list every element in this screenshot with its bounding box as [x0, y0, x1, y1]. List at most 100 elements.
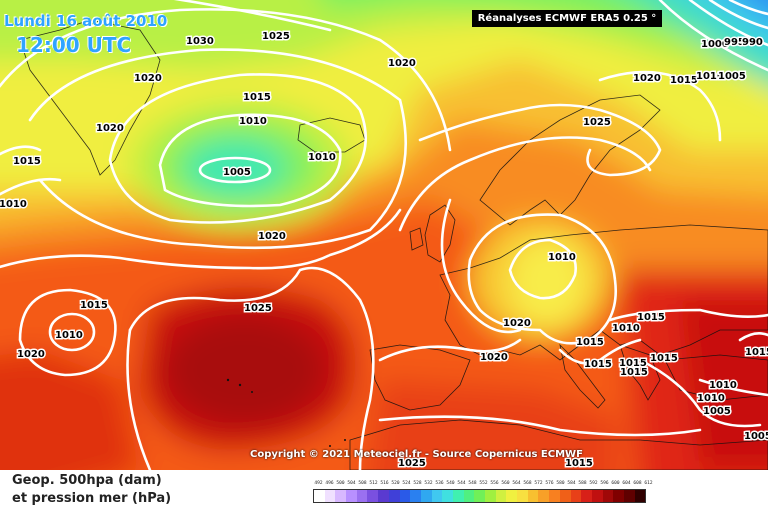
legend-scale-value: 508 — [358, 481, 367, 486]
isobar-1020-france — [440, 198, 522, 334]
iso-1025-norway: 1025 — [583, 117, 611, 128]
weather-map: 1030 1025 1020 1015 1020 1010 1010 1005 … — [0, 0, 768, 470]
iso-1010-turkey: 1010 — [709, 380, 737, 391]
legend-color-swatch — [485, 490, 496, 502]
iso-1010-west-edge: 1010 — [0, 199, 27, 210]
legend-color-swatch — [314, 490, 325, 502]
legend-color-swatch — [442, 490, 453, 502]
color-field — [0, 0, 768, 470]
legend-scale-value: 612 — [644, 481, 653, 486]
iso-1010-iceland: 1010 — [239, 116, 267, 127]
legend-color-swatch — [378, 490, 389, 502]
legend-color-swatch — [452, 490, 464, 502]
iso-1010-low-w: 1010 — [55, 330, 83, 341]
legend-title-geopotential: Geop. 500hpa (dam) — [12, 473, 162, 488]
isobar-1010-small-low — [48, 312, 96, 352]
legend-scale-value: 500 — [336, 481, 345, 486]
iso-1020-greenland: 1020 — [96, 123, 124, 134]
iso-1010-balkans: 1010 — [612, 323, 640, 334]
iso-1015-africa: 1015 — [565, 458, 593, 469]
isobar-1020-iberia — [378, 338, 522, 362]
legend-color-swatch — [474, 490, 485, 502]
iso-1025-azores: 1025 — [244, 303, 272, 314]
iso-1020-north-sea: 1020 — [388, 58, 416, 69]
iso-1015-east: 1015 — [745, 347, 768, 358]
isobar-1030 — [173, 0, 332, 32]
legend-color-swatch — [367, 490, 379, 502]
iso-1010-east-iceland: 1010 — [308, 152, 336, 163]
legend-color-swatch — [356, 490, 368, 502]
legend-scale-value: 496 — [325, 481, 334, 486]
legend-scale-value: 524 — [402, 481, 411, 486]
legend-scale-value: 536 — [435, 481, 444, 486]
legend-scale-value: 560 — [501, 481, 510, 486]
legend-color-swatch — [431, 490, 443, 502]
iso-1020-atlantic: 1020 — [258, 231, 286, 242]
legend-color-swatch — [623, 490, 635, 502]
legend-scale-value: 568 — [523, 481, 532, 486]
geopotential-field: 1030 1025 1020 1015 1020 1010 1010 1005 … — [0, 0, 768, 470]
legend-color-swatch — [634, 490, 646, 502]
iso-1015-alps: 1015 — [576, 337, 604, 348]
isobar-1010-turkey — [638, 358, 762, 428]
iso-1015-greenland: 1015 — [243, 92, 271, 103]
legend-color-swatch — [506, 490, 518, 502]
isobar-1010-germany — [508, 238, 577, 300]
isobar-1005-turkey — [698, 378, 768, 397]
isobar-1025-azores-west — [126, 328, 152, 470]
iso-1015-west: 1015 — [13, 156, 41, 167]
legend-color-swatch — [346, 490, 357, 502]
isobar-1025-azores — [128, 266, 375, 470]
legend-footer: Geop. 500hpa (dam) et pression mer (hPa)… — [0, 470, 768, 512]
legend-color-swatch — [591, 490, 603, 502]
isobar-1025-north — [0, 8, 452, 152]
reanalysis-badge: Réanalyses ECMWF ERA5 0.25 ° — [472, 10, 662, 27]
legend-color-bar — [313, 489, 647, 503]
legend-scale-value: 608 — [633, 481, 642, 486]
isobars — [0, 0, 768, 470]
iso-1020-nw: 1020 — [134, 73, 162, 84]
map-time: 12:00 UTC — [16, 33, 132, 57]
isobar-1010-west — [0, 177, 62, 196]
iso-1010-germany: 1010 — [548, 252, 576, 263]
legend-scale-value: 576 — [545, 481, 554, 486]
iso-1000-ne: 1000 — [701, 39, 729, 50]
legend-title-pressure: et pression mer (hPa) — [12, 491, 172, 506]
legend-color-swatch — [388, 490, 400, 502]
legend-scale-value: 572 — [534, 481, 543, 486]
legend-color-swatch — [559, 490, 571, 502]
iso-1020-france: 1020 — [503, 318, 531, 329]
isobar-1020-north — [28, 48, 407, 250]
legend-color-swatch — [538, 490, 550, 502]
isobar-1010-ne — [658, 0, 768, 72]
legend-scale-value: 544 — [457, 481, 466, 486]
legend-color-swatch — [399, 490, 411, 502]
legend-scale-value: 564 — [512, 481, 521, 486]
iso-1015-greece: 1015 — [619, 358, 647, 369]
iso-1005-low: 1005 — [223, 167, 251, 178]
map-date: Lundi 16 août 2010 — [4, 12, 168, 30]
legend-scale-value: 504 — [347, 481, 356, 486]
iso-1015-greece-2: 1015 — [620, 367, 648, 378]
legend-color-swatch — [570, 490, 582, 502]
legend-scale-value: 512 — [369, 481, 378, 486]
legend-color-swatch — [495, 490, 507, 502]
iso-1020-iberia: 1020 — [480, 352, 508, 363]
isobar-1015-central — [467, 213, 617, 345]
isobar-1020-scandinavia — [398, 136, 652, 232]
iso-1015-azores-w: 1015 — [80, 300, 108, 311]
iso-1010-turkey-2: 1010 — [697, 393, 725, 404]
isobar-1015 — [108, 73, 368, 224]
iso-1015-ne: 1015 — [670, 75, 698, 86]
legend-color-swatch — [613, 490, 624, 502]
isobar-1010 — [158, 113, 342, 208]
isobar-1025-norway — [418, 103, 662, 177]
legend-color-swatch — [410, 490, 421, 502]
legend-scale-value: 520 — [391, 481, 400, 486]
islands — [226, 378, 346, 447]
legend-color-swatch — [549, 490, 560, 502]
legend-scale-value: 540 — [446, 481, 455, 486]
legend-scale-values: 492 496 500 504 508 512 516 520 524 528 532 536 540 5… — [313, 481, 654, 488]
isobar-995-ne — [728, 0, 768, 16]
iso-1025-africa: 1025 — [398, 458, 426, 469]
